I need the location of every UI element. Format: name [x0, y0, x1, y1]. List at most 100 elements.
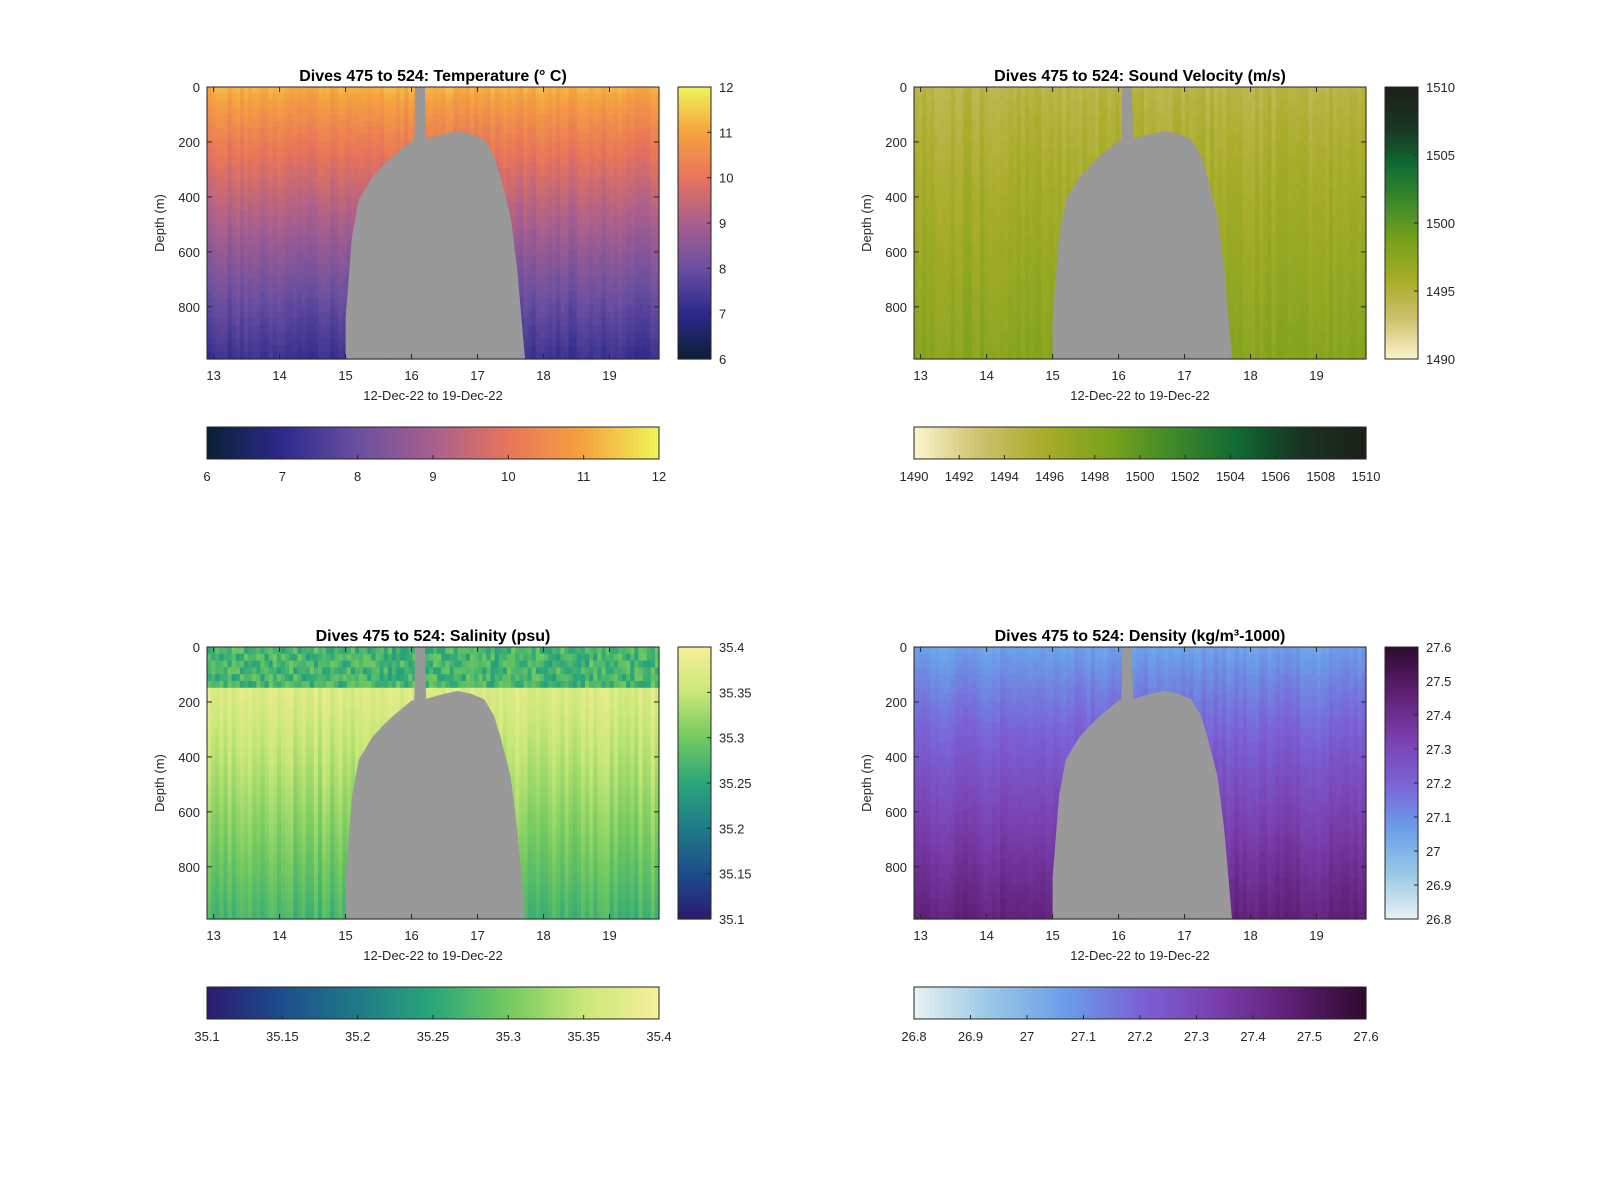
heatmap-cell: [342, 155, 348, 163]
heatmap-cell: [946, 182, 952, 190]
heatmap-cell: [564, 107, 570, 115]
heatmap-cell: [243, 134, 249, 142]
heatmap-cell: [556, 297, 561, 306]
heatmap-cell: [626, 297, 631, 306]
heatmap-cell: [605, 175, 611, 183]
heatmap-cell: [548, 243, 553, 251]
heatmap-cell: [914, 202, 919, 210]
heatmap-cell: [301, 127, 307, 136]
y-axis-label: Depth (m): [152, 194, 167, 252]
heatmap-cell: [548, 236, 553, 244]
heatmap-cell: [568, 127, 574, 136]
heatmap-cell: [930, 236, 936, 244]
heatmap-cell: [560, 297, 566, 306]
heatmap-cell: [301, 277, 307, 285]
heatmap-cell: [367, 127, 372, 136]
heatmap-cell: [560, 338, 566, 346]
colorbar-segment: [277, 427, 283, 459]
heatmap-cell: [396, 107, 401, 115]
heatmap-cell: [285, 134, 290, 142]
heatmap-cell: [535, 189, 541, 197]
heatmap-cell: [276, 141, 282, 149]
heatmap-cell: [219, 168, 225, 176]
heatmap-cell: [297, 161, 303, 170]
heatmap-cell: [642, 352, 648, 360]
heatmap-cell: [642, 331, 648, 340]
heatmap-cell: [613, 243, 619, 251]
heatmap-cell: [342, 250, 348, 258]
heatmap-cell: [297, 175, 303, 183]
heatmap-cell: [326, 243, 331, 251]
heatmap-cell: [556, 114, 561, 122]
heatmap-cell: [342, 107, 348, 115]
heatmap-cell: [322, 168, 327, 176]
heatmap-cell: [396, 134, 401, 142]
heatmap-cell: [531, 175, 537, 183]
heatmap-cell: [334, 277, 340, 285]
colorbar-segment: [212, 427, 218, 459]
heatmap-cell: [650, 229, 656, 238]
heatmap-cell: [622, 182, 627, 190]
heatmap-cell: [576, 87, 582, 95]
heatmap-cell: [922, 325, 927, 333]
heatmap-cell: [617, 87, 623, 95]
heatmap-cell: [946, 216, 952, 224]
heatmap-cell: [465, 100, 471, 108]
heatmap-cell: [930, 107, 936, 115]
heatmap-cell: [650, 127, 656, 136]
heatmap-cell: [350, 134, 356, 142]
heatmap-cell: [609, 127, 615, 136]
heatmap-cell: [272, 148, 278, 156]
heatmap-cell: [543, 141, 549, 149]
heatmap-cell: [301, 325, 307, 333]
heatmap-cell: [938, 100, 944, 108]
heatmap-cell: [252, 127, 257, 136]
heatmap-cell: [494, 107, 500, 115]
heatmap-cell: [535, 223, 541, 231]
heatmap-cell: [506, 175, 512, 183]
heatmap-cell: [580, 93, 586, 102]
heatmap-cell: [252, 189, 257, 197]
colorbar-segment: [538, 427, 545, 459]
heatmap-cell: [613, 223, 619, 231]
heatmap-cell: [342, 134, 348, 142]
heatmap-cell: [346, 93, 352, 102]
heatmap-cell: [593, 216, 598, 224]
heatmap-cell: [626, 114, 631, 122]
heatmap-cell: [926, 325, 932, 333]
heatmap-cell: [268, 121, 274, 129]
heatmap-cell: [922, 182, 927, 190]
heatmap-cell: [248, 195, 253, 204]
heatmap-cell: [289, 229, 294, 238]
heatmap-cell: [268, 127, 274, 136]
heatmap-cell: [926, 270, 932, 278]
heatmap-cell: [523, 114, 529, 122]
colorbar-segment: [292, 427, 298, 459]
heatmap-cell: [543, 195, 549, 204]
colorbar-segment: [678, 283, 711, 288]
heatmap-cell: [922, 216, 927, 224]
heatmap-cell: [527, 318, 533, 326]
heatmap-cell: [926, 216, 932, 224]
heatmap-cell: [519, 161, 524, 170]
heatmap-cell: [617, 155, 623, 163]
heatmap-cell: [285, 243, 290, 251]
heatmap-cell: [585, 229, 590, 238]
heatmap-cell: [219, 148, 225, 156]
heatmap-cell: [260, 216, 266, 224]
heatmap-cell: [334, 195, 340, 204]
heatmap-cell: [289, 209, 294, 217]
heatmap-cell: [297, 311, 303, 319]
heatmap-cell: [539, 148, 545, 156]
colorbar-segment: [272, 427, 278, 459]
heatmap-cell: [223, 195, 229, 204]
heatmap-cell: [918, 331, 923, 340]
heatmap-cell: [543, 229, 549, 238]
heatmap-cell: [276, 100, 282, 108]
heatmap-cell: [486, 100, 492, 108]
heatmap-cell: [564, 195, 570, 204]
heatmap-cell: [445, 127, 451, 136]
heatmap-cell: [227, 121, 233, 129]
heatmap-cell: [918, 345, 923, 353]
